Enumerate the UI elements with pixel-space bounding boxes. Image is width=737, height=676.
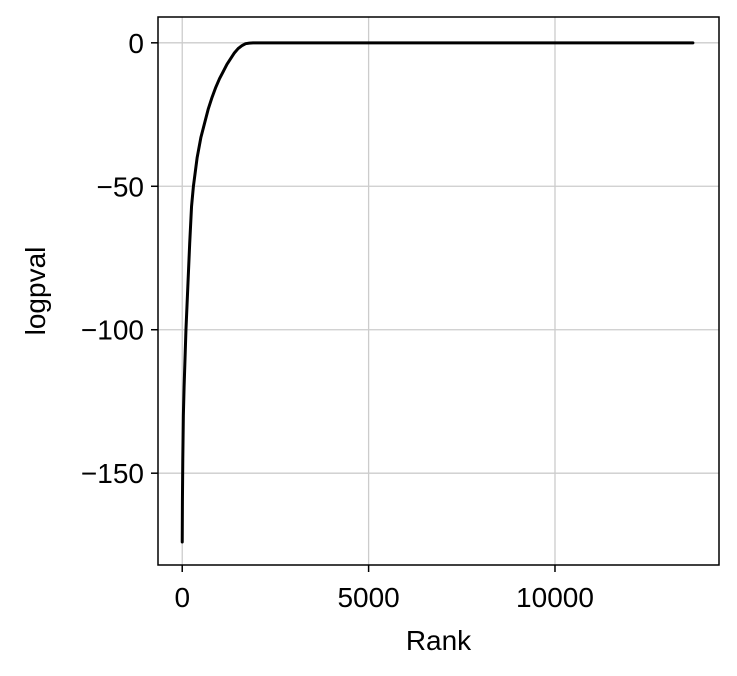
plot-frame [157, 16, 720, 566]
y-tick-label: −50 [97, 171, 145, 202]
x-tick-label: 5000 [337, 582, 399, 613]
series-layer [180, 41, 695, 544]
series-line-0 [180, 41, 695, 544]
x-tick-label: 10000 [516, 582, 594, 613]
x-axis: 0 5000 10000 [174, 565, 594, 613]
x-tick-label: 0 [174, 582, 190, 613]
y-tick-label: 0 [128, 28, 144, 59]
x-axis-label: Rank [406, 625, 472, 656]
y-axis-label: logpval [20, 247, 51, 336]
y-tick-label: −100 [81, 315, 144, 346]
y-tick-label: −150 [81, 458, 144, 489]
y-axis: 0 −50 −100 −150 [81, 28, 158, 489]
